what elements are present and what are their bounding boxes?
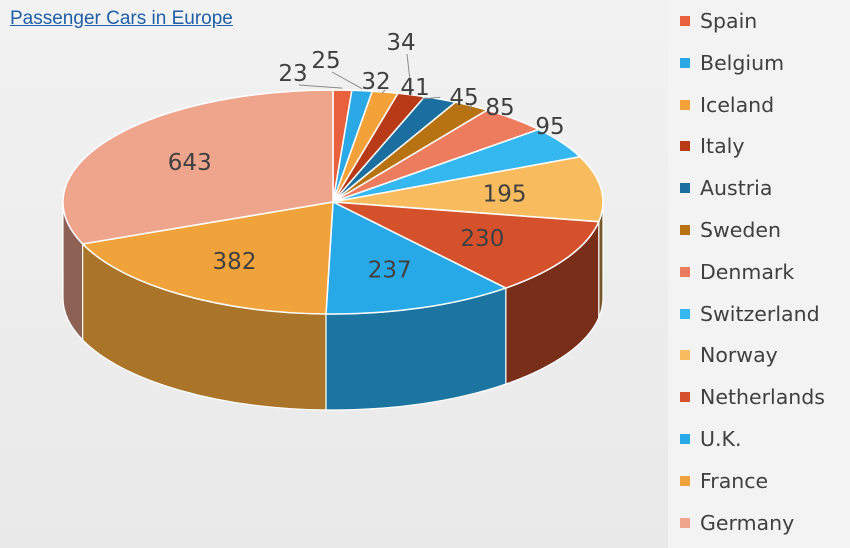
- slice-u-k[interactable]: [325, 200, 508, 315]
- legend-item-spain[interactable]: Spain: [680, 8, 757, 34]
- slice-germany[interactable]: [62, 89, 334, 245]
- legend-item-france[interactable]: France: [680, 468, 768, 494]
- legend-item-switzerland[interactable]: Switzerland: [680, 301, 820, 327]
- data-label-netherlands: 230: [460, 226, 504, 252]
- legend-swatch-france: [680, 475, 690, 486]
- data-label-u-k: 237: [368, 258, 412, 284]
- data-label-italy: 34: [386, 30, 415, 56]
- legend-item-denmark[interactable]: Denmark: [680, 259, 794, 285]
- leader-lines: [298, 53, 473, 110]
- pie-tops: [62, 89, 604, 315]
- data-label-iceland: 32: [361, 69, 390, 95]
- legend-swatch-norway: [680, 350, 690, 361]
- legend-swatch-iceland: [680, 99, 690, 110]
- legend-item-iceland[interactable]: Iceland: [680, 92, 774, 118]
- legend-label-spain: Spain: [700, 9, 758, 33]
- legend-swatch-austria: [680, 183, 690, 194]
- leader-line-sweden: [469, 103, 473, 110]
- legend-item-u-k[interactable]: U.K.: [680, 426, 741, 452]
- legend-swatch-switzerland: [680, 308, 690, 319]
- legend-swatch-netherlands: [680, 392, 690, 403]
- leader-line-austria: [420, 96, 441, 100]
- data-label-spain: 23: [278, 61, 307, 87]
- legend-swatch-u-k: [680, 434, 690, 444]
- legend-label-netherlands: Netherlands: [700, 385, 825, 410]
- legend-label-france: France: [700, 468, 769, 493]
- legend-label-austria: Austria: [700, 176, 773, 201]
- leader-line-belgium: [331, 71, 363, 90]
- legend-label-denmark: Denmark: [700, 259, 795, 284]
- legend: Spain Belgium Iceland Italy Austria Sweden Den…: [668, 0, 850, 548]
- legend-label-switzerland: Switzerland: [700, 301, 820, 326]
- data-label-germany: 643: [168, 150, 212, 176]
- leader-line-iceland: [381, 89, 386, 94]
- legend-swatch-germany: [680, 517, 690, 528]
- legend-swatch-sweden: [680, 225, 690, 235]
- data-label-norway: 195: [483, 181, 527, 207]
- legend-label-sweden: Sweden: [700, 218, 782, 242]
- legend-item-sweden[interactable]: Sweden: [680, 217, 781, 243]
- pie-sides: [62, 201, 604, 411]
- legend-label-norway: Norway: [700, 343, 778, 368]
- legend-label-italy: Italy: [700, 134, 745, 159]
- leader-line-spain: [298, 84, 343, 89]
- legend-swatch-spain: [680, 16, 690, 26]
- leader-line-italy: [406, 53, 412, 93]
- pie-chart: 23 25 32 34 41 45 85 95 195 230 237 382 643: [62, 30, 604, 411]
- legend-item-austria[interactable]: Austria: [680, 175, 772, 201]
- legend-label-germany: Germany: [700, 510, 795, 535]
- legend-label-u-k: U.K.: [700, 427, 742, 451]
- legend-item-norway[interactable]: Norway: [680, 342, 778, 368]
- data-label-austria: 41: [400, 75, 429, 101]
- legend-item-italy[interactable]: Italy: [680, 133, 744, 159]
- data-label-switzerland: 95: [535, 114, 564, 140]
- data-label-sweden: 45: [449, 85, 478, 111]
- chart-title[interactable]: Passenger Cars in Europe: [10, 8, 233, 29]
- legend-swatch-denmark: [680, 266, 690, 277]
- slice-norway[interactable]: [332, 155, 604, 223]
- legend-item-belgium[interactable]: Belgium: [680, 50, 784, 76]
- legend-label-belgium: Belgium: [700, 50, 785, 75]
- slice-france[interactable]: [81, 201, 334, 315]
- legend-item-netherlands[interactable]: Netherlands: [680, 384, 825, 410]
- data-labels: 23 25 32 34 41 45 85 95 195 230 237 382 643: [168, 30, 565, 284]
- legend-item-germany[interactable]: Germany: [680, 510, 794, 536]
- data-label-denmark: 85: [485, 95, 514, 121]
- legend-swatch-belgium: [680, 57, 690, 68]
- data-label-france: 382: [213, 249, 257, 275]
- data-label-belgium: 25: [311, 48, 340, 74]
- legend-swatch-italy: [680, 141, 690, 152]
- legend-label-iceland: Iceland: [700, 92, 775, 117]
- slice-netherlands[interactable]: [332, 201, 600, 289]
